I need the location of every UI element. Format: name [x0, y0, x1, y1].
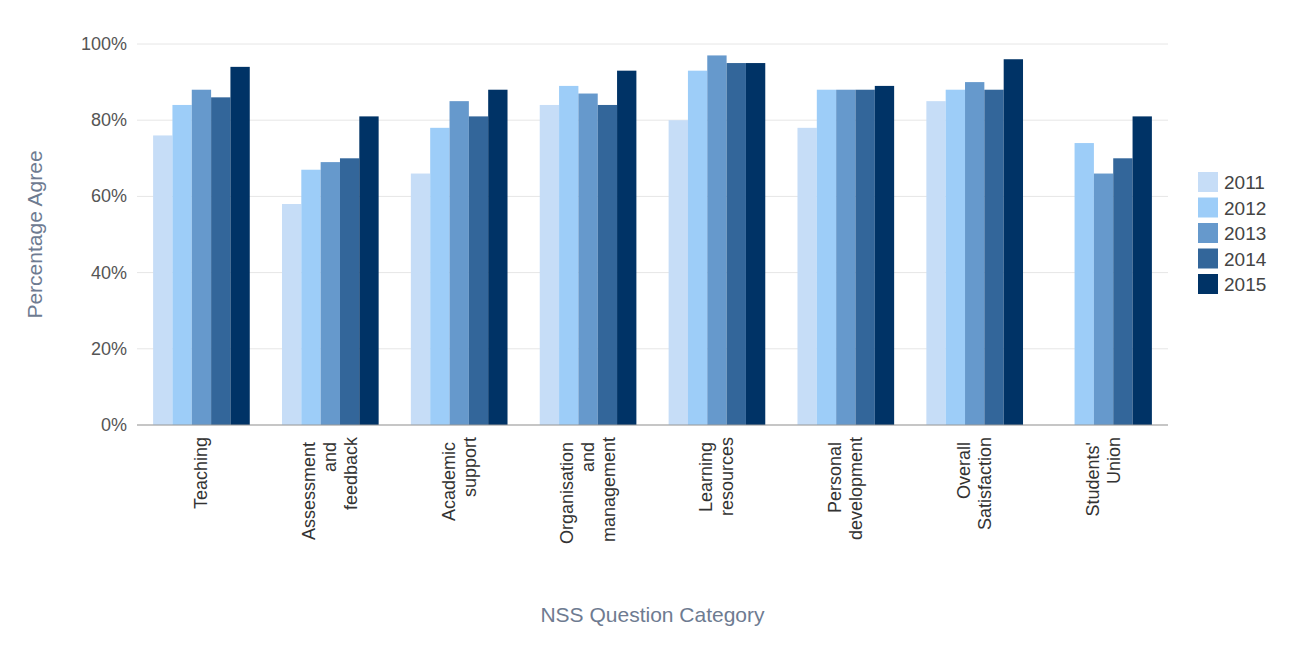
legend-swatch [1198, 198, 1218, 218]
y-tick-label: 40% [91, 263, 127, 283]
y-tick-label: 20% [91, 339, 127, 359]
bar [598, 105, 617, 425]
bar [430, 128, 449, 425]
bar [340, 158, 359, 425]
bar [707, 55, 726, 425]
bar [540, 105, 559, 425]
bar [1133, 116, 1152, 425]
x-axis-line [137, 425, 1168, 426]
legend-swatch [1198, 274, 1218, 294]
bar [669, 120, 688, 425]
bar [559, 86, 578, 425]
x-tick-label: Academic support [439, 437, 480, 521]
legend-label: 2011 [1224, 172, 1265, 193]
bar [488, 90, 507, 425]
y-tick-label: 80% [91, 110, 127, 130]
grid-line [137, 425, 1168, 426]
bars [153, 55, 1152, 425]
bar [282, 204, 301, 425]
legend-swatch [1198, 223, 1218, 243]
chart: 0% 20% 40% 60% 80% 100% Teaching Assessment and… [0, 0, 1294, 650]
bar [688, 71, 707, 425]
bar [359, 116, 378, 425]
y-axis-title: Percentage Agree [23, 150, 46, 318]
x-tick-label: Personal development [825, 437, 866, 540]
legend-swatch [1198, 249, 1218, 269]
bar [946, 90, 965, 425]
bar [1075, 143, 1094, 425]
bar [817, 90, 836, 425]
bar [727, 63, 746, 425]
legend-label: 2015 [1224, 274, 1266, 295]
x-tick-label: Students' Union [1083, 437, 1124, 517]
bar [875, 86, 894, 425]
x-tick-label: Overall Satisfaction [954, 437, 995, 530]
bar [411, 174, 430, 425]
legend-label: 2014 [1224, 249, 1267, 270]
bar [855, 90, 874, 425]
grid-line [137, 44, 1168, 45]
bar [926, 101, 945, 425]
bar [836, 90, 855, 425]
bar [797, 128, 816, 425]
bar [153, 135, 172, 425]
bar [984, 90, 1003, 425]
x-tick-label: Learning resources [696, 437, 737, 516]
bar [617, 71, 636, 425]
y-tick-label: 100% [81, 34, 127, 54]
bar [1113, 158, 1132, 425]
bar [211, 97, 230, 425]
bar [1004, 59, 1023, 425]
x-tick-label: Teaching [191, 437, 211, 509]
x-axis-title: NSS Question Category [540, 603, 765, 626]
bar [321, 162, 340, 425]
bar [230, 67, 249, 425]
bar [172, 105, 191, 425]
legend-label: 2012 [1224, 198, 1266, 219]
bar [578, 94, 597, 425]
bar [301, 170, 320, 425]
bar [746, 63, 765, 425]
x-tick-label: Assessment and feedback [299, 436, 361, 540]
y-tick-label: 60% [91, 186, 127, 206]
y-tick-label: 0% [101, 415, 127, 435]
bar [1094, 174, 1113, 425]
bar [192, 90, 211, 425]
bar [965, 82, 984, 425]
x-tick-label: Organisation and management [557, 437, 619, 544]
legend-label: 2013 [1224, 223, 1266, 244]
bar [469, 116, 488, 425]
legend-swatch [1198, 172, 1218, 192]
bar [450, 101, 469, 425]
